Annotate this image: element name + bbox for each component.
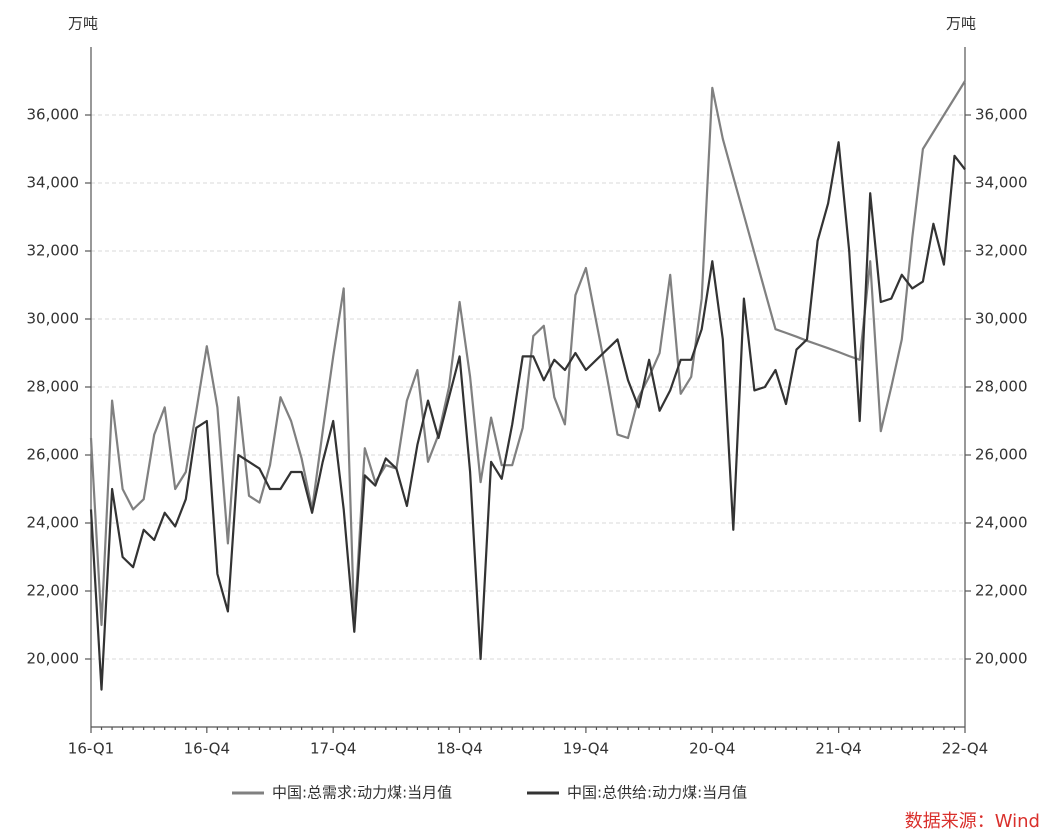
- series-line: [89, 80, 966, 627]
- y2-tick-label: 24,000: [975, 514, 1028, 532]
- y2-tick-label: 36,000: [975, 106, 1028, 124]
- y-tick-label: 36,000: [27, 106, 80, 124]
- y-tick-label: 28,000: [27, 378, 80, 396]
- y2-tick-label: 30,000: [975, 310, 1028, 328]
- x-tick-label: 18-Q4: [436, 740, 482, 758]
- x-tick-label: 16-Q4: [184, 740, 230, 758]
- x-tick-label: 16-Q1: [68, 740, 114, 758]
- y2-axis-label: 万吨: [946, 15, 976, 33]
- y2-tick-label: 34,000: [975, 174, 1028, 192]
- y-axis-label: 万吨: [68, 15, 98, 33]
- source: 数据来源：Wind: [905, 811, 1040, 832]
- legend-label: 中国:总需求:动力煤:当月值: [272, 784, 452, 802]
- x-tick-label: 17-Q4: [310, 740, 356, 758]
- x-tick-label: 22-Q4: [942, 740, 988, 758]
- y-tick-label: 26,000: [27, 446, 80, 464]
- series-line: [89, 141, 966, 691]
- y2-tick-label: 32,000: [975, 242, 1028, 260]
- y-tick-label: 20,000: [27, 650, 80, 668]
- x-tick-label: 21-Q4: [815, 740, 861, 758]
- y2-tick-label: 20,000: [975, 650, 1028, 668]
- y-tick-label: 32,000: [27, 242, 80, 260]
- legend-label: 中国:总供给:动力煤:当月值: [567, 784, 747, 802]
- y2-tick-label: 26,000: [975, 446, 1028, 464]
- y-tick-label: 24,000: [27, 514, 80, 532]
- x-tick-label: 20-Q4: [689, 740, 735, 758]
- x-tick-label: 19-Q4: [563, 740, 609, 758]
- y-tick-label: 22,000: [27, 582, 80, 600]
- y-tick-label: 34,000: [27, 174, 80, 192]
- y-tick-label: 30,000: [27, 310, 80, 328]
- y2-tick-label: 22,000: [975, 582, 1028, 600]
- y2-tick-label: 28,000: [975, 378, 1028, 396]
